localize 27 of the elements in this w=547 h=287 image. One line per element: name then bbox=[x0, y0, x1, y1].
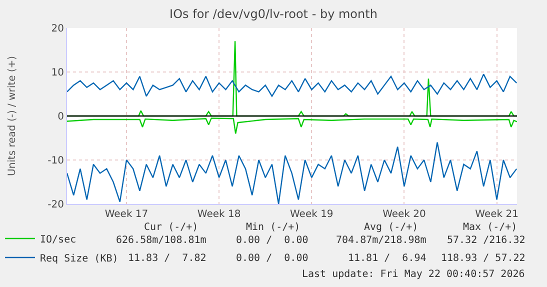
text: Max (-/+) bbox=[463, 222, 518, 233]
x-tick-label: Week 19 bbox=[290, 209, 334, 220]
y-axis-title: Units read (-) / write (+) bbox=[7, 56, 18, 176]
text: 118.93 / 57.22 bbox=[441, 253, 526, 264]
text: 626.58m/108.81m bbox=[116, 235, 206, 246]
text: Min (-/+) bbox=[246, 222, 300, 233]
text: 0.00 / 0.00 bbox=[236, 253, 308, 264]
y-tick-label: 20 bbox=[51, 24, 64, 34]
y-tick-label: 10 bbox=[51, 68, 64, 78]
text: Cur (-/+) bbox=[144, 222, 198, 233]
text: 11.81 / 6.94 bbox=[348, 253, 426, 264]
legend-label: IO/sec bbox=[40, 234, 76, 246]
x-tick-label: Week 18 bbox=[197, 209, 241, 220]
text: Avg (-/+) bbox=[364, 222, 418, 233]
x-tick-label: Week 21 bbox=[475, 209, 518, 220]
text: Last update: Fri May 22 00:40:57 2026 bbox=[302, 269, 525, 280]
text: 57.32 /216.32 bbox=[447, 235, 526, 246]
text: 11.83 / 7.82 bbox=[128, 253, 206, 264]
x-tick-label: Week 17 bbox=[104, 209, 148, 220]
y-tick-label: -20 bbox=[48, 200, 64, 210]
text: 704.87m/218.98m bbox=[336, 235, 426, 246]
y-tick-label: 0 bbox=[58, 112, 64, 122]
text: 0.00 / 0.00 bbox=[236, 235, 308, 246]
chart-title: IOs for /dev/vg0/lv-root - by month bbox=[170, 7, 378, 22]
x-tick-label: Week 20 bbox=[382, 209, 426, 220]
legend-label: Req Size (KB) bbox=[40, 253, 118, 264]
y-tick-label: -10 bbox=[48, 156, 64, 166]
